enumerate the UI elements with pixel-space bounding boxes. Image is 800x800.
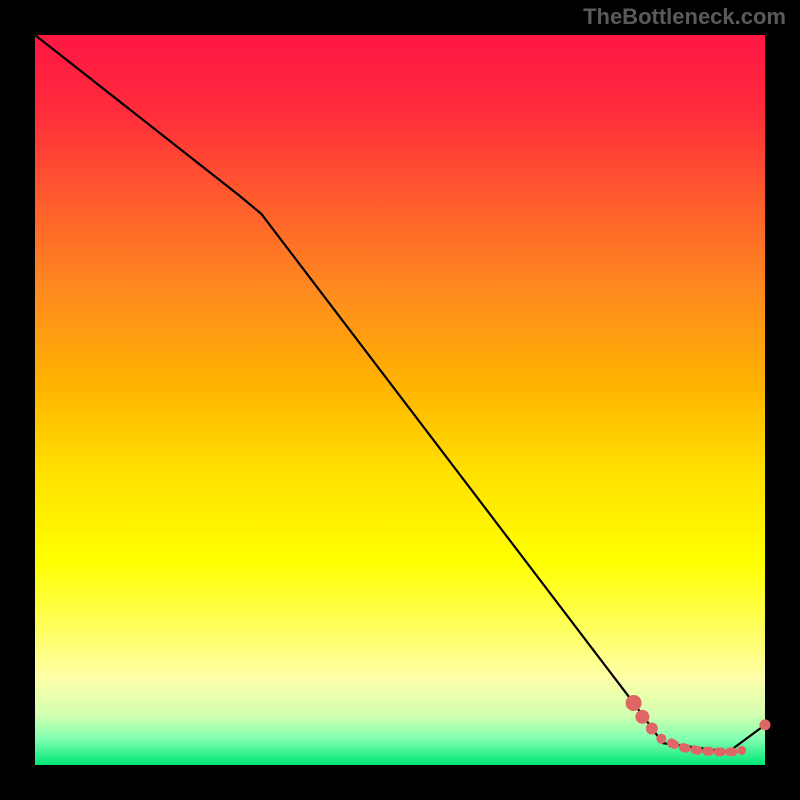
marker-point bbox=[705, 747, 714, 756]
marker-point bbox=[728, 747, 737, 756]
marker-point bbox=[737, 746, 746, 755]
marker-point bbox=[693, 746, 702, 755]
chart-container: TheBottleneck.com bbox=[0, 0, 800, 800]
marker-point bbox=[626, 695, 642, 711]
marker-point bbox=[682, 744, 691, 753]
marker-point bbox=[646, 723, 658, 735]
marker-point bbox=[635, 710, 649, 724]
marker-point bbox=[760, 719, 771, 730]
bottleneck-chart bbox=[0, 0, 800, 800]
plot-background bbox=[35, 35, 765, 765]
marker-point bbox=[670, 740, 679, 749]
marker-point bbox=[717, 747, 726, 756]
marker-point bbox=[656, 734, 666, 744]
